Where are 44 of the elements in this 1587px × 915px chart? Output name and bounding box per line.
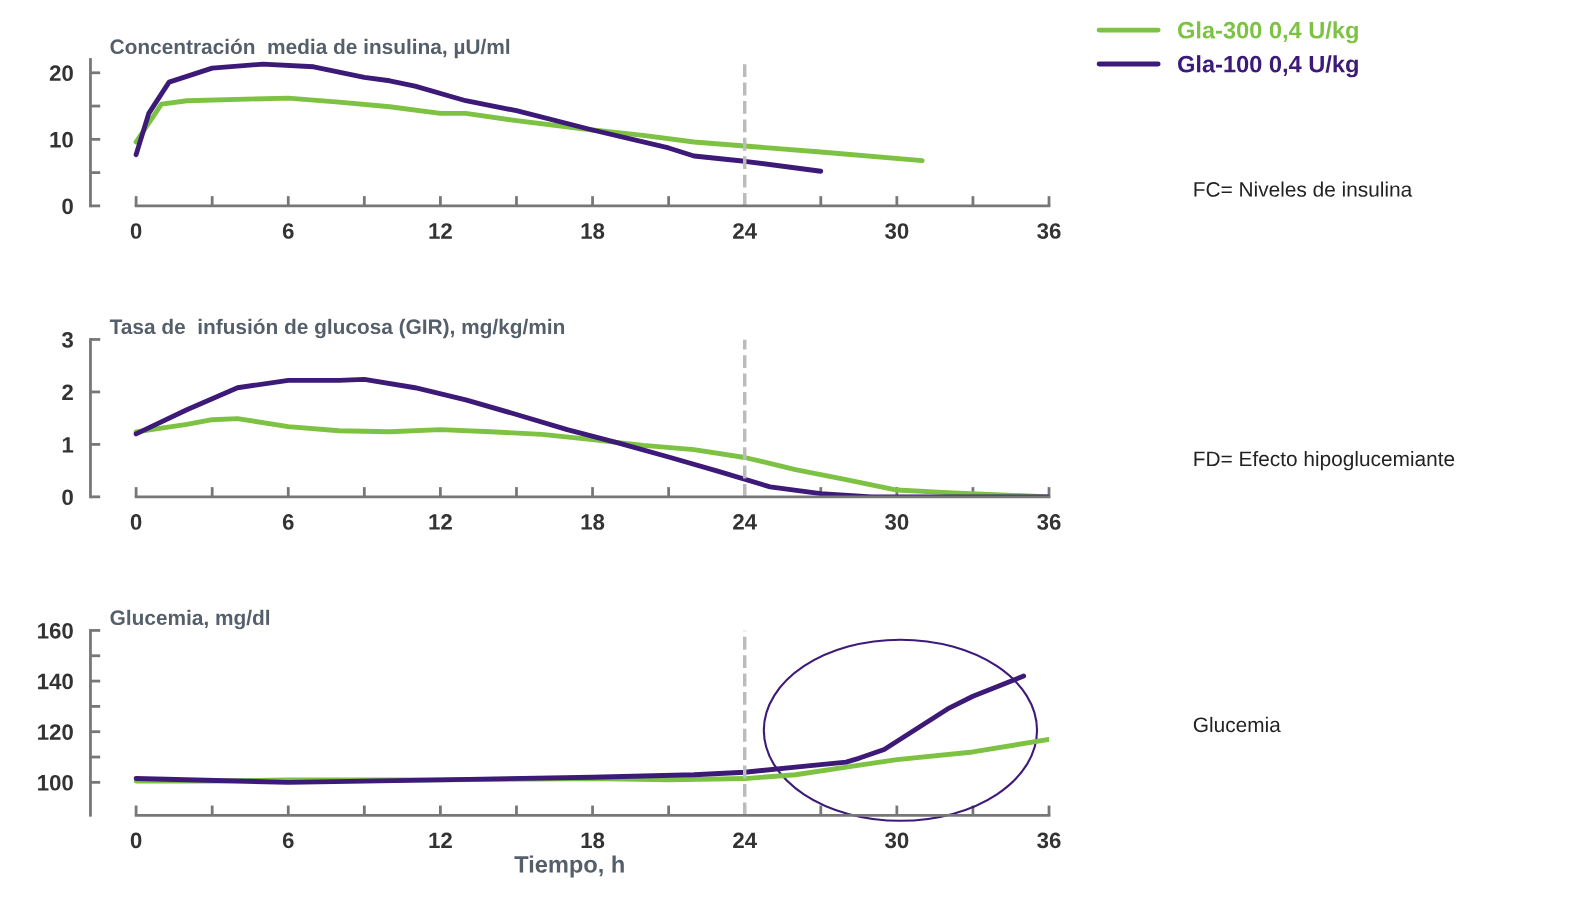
- legend-label: Gla-100 0,4 U/kg: [1178, 55, 1358, 78]
- line-series: [133, 95, 925, 164]
- x-tick-label: 0: [130, 832, 142, 849]
- x-tick-label: 12: [429, 514, 452, 530]
- legend-label: Gla-300 0,4 U/kg: [1178, 21, 1358, 44]
- text: FC= Niveles de insulina: [1194, 181, 1413, 197]
- chart-title: Glucemia, mg/dl: [110, 609, 270, 630]
- y-tick-label: 3: [61, 332, 73, 348]
- x-tick-label: 24: [733, 832, 757, 849]
- text: FD= Efecto hipoglucemiante: [1194, 450, 1455, 471]
- x-tick-label: 30: [885, 514, 909, 530]
- x-tick-label: 36: [1037, 223, 1061, 239]
- y-tick-label: 160: [38, 622, 73, 639]
- text: Glucemia: [1193, 716, 1281, 733]
- x-tick-label: 30: [885, 832, 909, 849]
- y-tick-label: 1: [62, 437, 74, 453]
- y-tick-label: 2: [62, 384, 73, 400]
- x-tick-label: 6: [282, 514, 294, 530]
- y-tick-label: 140: [38, 673, 73, 690]
- y-tick-label: 20: [49, 65, 73, 82]
- x-tick-label: 36: [1037, 832, 1061, 849]
- chart-title: Tasa de infusión de glucosa (GIR), mg/kg/min: [109, 318, 565, 339]
- y-tick-label: 120: [38, 724, 73, 740]
- x-tick-label: 24: [733, 514, 757, 530]
- line-series: [133, 376, 1050, 497]
- x-tick-label: 0: [130, 223, 142, 239]
- x-tick-label: 0: [130, 514, 142, 530]
- chart-title: Concentración media de insulina, µU/ml: [110, 38, 510, 59]
- x-tick-label: 6: [282, 832, 294, 849]
- x-tick-label: 18: [581, 223, 605, 239]
- x-tick-label: 12: [429, 223, 452, 239]
- line-series: [133, 61, 824, 174]
- x-tick-label: 24: [733, 223, 757, 239]
- x-tick-label: 36: [1037, 514, 1061, 530]
- x-tick-label: 6: [282, 223, 294, 239]
- y-tick-label: 10: [50, 131, 73, 148]
- y-tick-label: 0: [62, 198, 73, 215]
- y-tick-label: 100: [38, 774, 73, 791]
- x-tick-label: 30: [885, 223, 909, 239]
- x-tick-label: 18: [581, 514, 605, 530]
- x-tick-label: 18: [581, 832, 605, 849]
- y-tick-label: 0: [62, 489, 73, 506]
- x-axis-title: Tiempo, h: [514, 855, 624, 878]
- x-tick-label: 12: [429, 832, 452, 849]
